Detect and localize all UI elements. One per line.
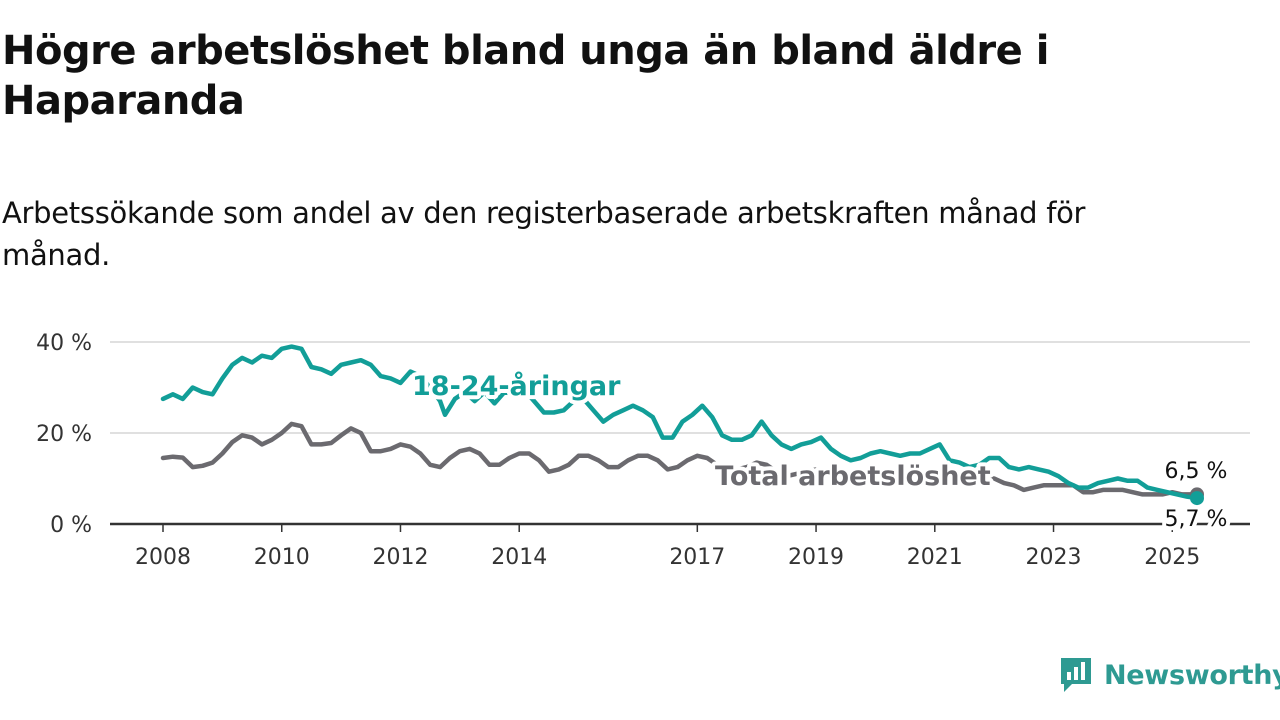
series-lines: [160, 344, 1204, 506]
end-marker-18-24: [1190, 491, 1204, 506]
x-tick-label: 2023: [1026, 545, 1082, 570]
y-axis-ticks: 0 % 20 % 40 %: [36, 331, 92, 538]
newsworthy-logo-text: Newsworthy: [1104, 659, 1280, 691]
x-axis-ticks: 2008 2010 2012 2014 2017 2019 2021 2023 2025: [135, 524, 1200, 570]
series-line-total: [160, 421, 1200, 497]
y-tick-label: 0 %: [50, 513, 92, 538]
x-tick-label: 2012: [372, 545, 428, 570]
chart-title: Högre arbetslöshet bland unga än bland ä…: [2, 28, 1049, 124]
end-label-total-halo: 6,5 %: [1165, 459, 1228, 484]
x-tick-label: 2017: [669, 545, 725, 570]
series-label-18-24-halo: 18-24-åringar: [412, 370, 621, 402]
newsworthy-logo[interactable]: Newsworthy: [1058, 654, 1280, 696]
end-label-18-24: 5,7 %: [1165, 507, 1228, 532]
line-chart: 0 % 20 % 40 % 2008 2010 2012 2014 2017 2019 2021…: [36, 331, 1250, 570]
series-label-18-24: 18-24-åringar: [412, 370, 621, 402]
x-tick-label: 2014: [491, 545, 547, 570]
newsworthy-logo-icon: [1061, 658, 1091, 692]
x-tick-label: 2008: [135, 545, 191, 570]
chart-subtitle: Arbetssökande som andel av den registerb…: [2, 196, 1086, 272]
x-tick-label: 2019: [788, 545, 844, 570]
end-label-total: 6,5 %: [1165, 459, 1228, 484]
series-label-total-halo: Total arbetslöshet: [715, 461, 991, 492]
series-line-18-24: [160, 344, 1200, 501]
x-tick-label: 2021: [907, 545, 963, 570]
gridlines: [110, 341, 1250, 526]
end-label-18-24-halo: 5,7 %: [1165, 507, 1228, 532]
series-label-total: Total arbetslöshet: [715, 461, 991, 492]
y-tick-label: 20 %: [36, 422, 92, 447]
y-tick-label: 40 %: [36, 331, 92, 356]
x-tick-label: 2010: [254, 545, 310, 570]
x-tick-label: 2025: [1144, 545, 1200, 570]
